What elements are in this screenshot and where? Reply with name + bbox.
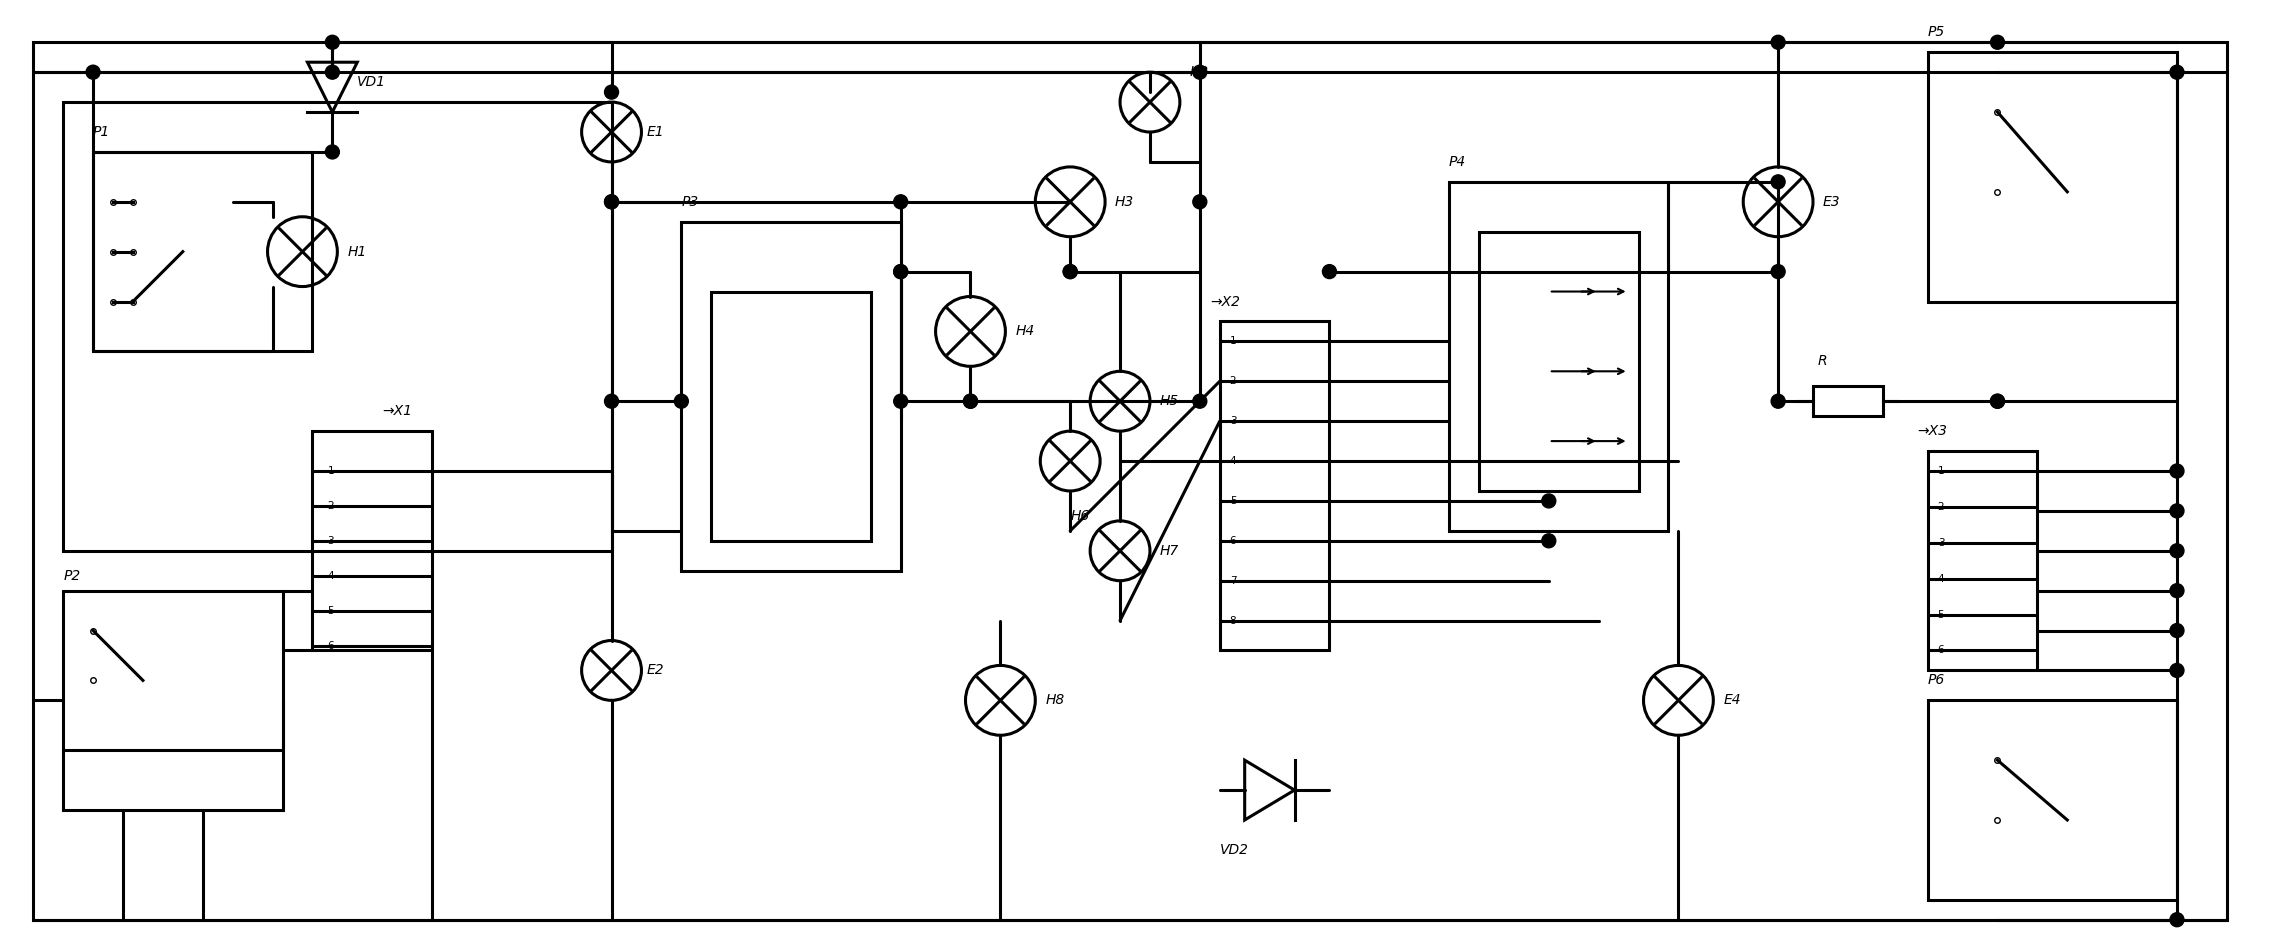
Circle shape bbox=[2169, 584, 2185, 597]
Circle shape bbox=[325, 35, 339, 49]
Text: 2: 2 bbox=[328, 501, 335, 511]
Text: →X2: →X2 bbox=[1211, 295, 1240, 308]
Text: 2: 2 bbox=[1937, 502, 1944, 512]
Text: 5: 5 bbox=[1937, 610, 1944, 620]
Circle shape bbox=[963, 395, 976, 408]
Circle shape bbox=[86, 66, 100, 79]
Text: 1: 1 bbox=[328, 466, 335, 476]
Bar bbox=[1928, 451, 2037, 670]
Text: 8: 8 bbox=[1229, 615, 1236, 626]
Text: 4: 4 bbox=[1229, 456, 1236, 466]
Text: 1: 1 bbox=[1229, 337, 1236, 346]
Circle shape bbox=[1541, 494, 1557, 508]
Circle shape bbox=[2169, 664, 2185, 677]
Text: 1: 1 bbox=[1937, 466, 1944, 476]
Text: P5: P5 bbox=[1928, 26, 1946, 39]
Circle shape bbox=[325, 145, 339, 159]
Circle shape bbox=[1992, 395, 2005, 408]
Text: H5: H5 bbox=[1161, 395, 1179, 408]
Text: VD2: VD2 bbox=[1220, 843, 1250, 857]
Bar bbox=[712, 292, 872, 541]
Circle shape bbox=[2169, 913, 2185, 926]
Circle shape bbox=[605, 195, 619, 209]
Text: 6: 6 bbox=[328, 641, 335, 650]
Text: E4: E4 bbox=[1723, 693, 1741, 708]
Circle shape bbox=[605, 195, 619, 209]
Circle shape bbox=[674, 395, 687, 408]
Text: H2: H2 bbox=[1190, 66, 1209, 79]
Bar bbox=[1928, 52, 2176, 301]
Text: R: R bbox=[1819, 355, 1828, 368]
Text: P3: P3 bbox=[681, 195, 699, 209]
Circle shape bbox=[894, 195, 908, 209]
Text: H1: H1 bbox=[348, 244, 366, 259]
Circle shape bbox=[2169, 544, 2185, 557]
Bar bbox=[312, 431, 432, 650]
Bar bbox=[681, 222, 901, 571]
Text: H8: H8 bbox=[1045, 693, 1065, 708]
Text: E2: E2 bbox=[646, 664, 665, 677]
Text: →X3: →X3 bbox=[1919, 424, 1948, 438]
Bar bbox=[1450, 182, 1668, 531]
Circle shape bbox=[2169, 624, 2185, 637]
Bar bbox=[64, 102, 612, 551]
Circle shape bbox=[1193, 66, 1206, 79]
Text: P1: P1 bbox=[93, 125, 109, 139]
Circle shape bbox=[963, 395, 976, 408]
Text: 4: 4 bbox=[328, 571, 335, 581]
Circle shape bbox=[1771, 175, 1784, 189]
Circle shape bbox=[894, 264, 908, 279]
Text: E3: E3 bbox=[1823, 195, 1841, 209]
Text: →X1: →X1 bbox=[382, 404, 412, 418]
Circle shape bbox=[1771, 35, 1784, 49]
Circle shape bbox=[2169, 464, 2185, 478]
Text: 7: 7 bbox=[1229, 575, 1236, 586]
Text: P4: P4 bbox=[1450, 155, 1466, 169]
Circle shape bbox=[1193, 395, 1206, 408]
Text: H7: H7 bbox=[1161, 544, 1179, 558]
Circle shape bbox=[605, 395, 619, 408]
Bar bbox=[1479, 232, 1639, 491]
Circle shape bbox=[1771, 264, 1784, 279]
Text: H3: H3 bbox=[1115, 195, 1133, 209]
Text: VD1: VD1 bbox=[357, 75, 387, 89]
Circle shape bbox=[1992, 395, 2005, 408]
Bar bbox=[1220, 321, 1329, 650]
Text: P2: P2 bbox=[64, 569, 80, 583]
Text: 5: 5 bbox=[1229, 495, 1236, 506]
Circle shape bbox=[1541, 534, 1557, 548]
Text: 6: 6 bbox=[1229, 535, 1236, 546]
Text: H6: H6 bbox=[1070, 509, 1090, 523]
Circle shape bbox=[2169, 504, 2185, 518]
Circle shape bbox=[1193, 195, 1206, 209]
Circle shape bbox=[2169, 66, 2185, 79]
Bar bbox=[1814, 386, 1882, 417]
Text: E1: E1 bbox=[646, 125, 665, 139]
Circle shape bbox=[1992, 35, 2005, 49]
Text: 3: 3 bbox=[1229, 417, 1236, 426]
Text: 6: 6 bbox=[1937, 646, 1944, 655]
Circle shape bbox=[325, 66, 339, 79]
Circle shape bbox=[1063, 264, 1077, 279]
Text: 4: 4 bbox=[1937, 573, 1944, 584]
Bar bbox=[93, 152, 312, 351]
Bar bbox=[1928, 700, 2176, 900]
Circle shape bbox=[1063, 264, 1077, 279]
Text: 3: 3 bbox=[1937, 538, 1944, 548]
Text: 3: 3 bbox=[328, 535, 335, 546]
Circle shape bbox=[1771, 395, 1784, 408]
Circle shape bbox=[894, 395, 908, 408]
Text: H4: H4 bbox=[1015, 324, 1036, 339]
Circle shape bbox=[1322, 264, 1336, 279]
Text: P6: P6 bbox=[1928, 673, 1946, 688]
Bar bbox=[64, 591, 282, 810]
Circle shape bbox=[894, 264, 908, 279]
Circle shape bbox=[605, 86, 619, 99]
Text: 2: 2 bbox=[1229, 377, 1236, 386]
Text: 5: 5 bbox=[328, 606, 335, 615]
